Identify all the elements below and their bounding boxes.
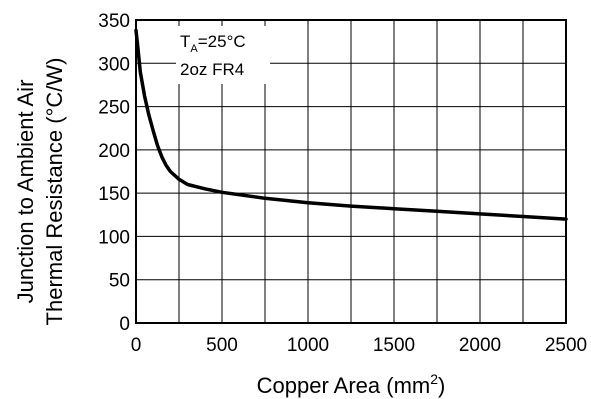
annotation-subscript-a: A xyxy=(190,43,198,55)
y-axis-label-line1: Junction to Ambient Air xyxy=(13,80,38,304)
annotation-temperature-value: =25°C xyxy=(198,32,246,51)
y-axis-label-line2: Thermal Resistance (°C/W) xyxy=(42,58,67,326)
x-tick-label: 1500 xyxy=(373,335,415,356)
y-tick-labels: 0 50 100 150 200 250 300 350 xyxy=(98,11,130,335)
y-tick-label: 0 xyxy=(119,314,130,335)
x-tick-label: 0 xyxy=(131,335,142,356)
series-line xyxy=(134,28,568,221)
y-tick-label: 100 xyxy=(98,227,130,248)
x-axis-label: Copper Area (mm2) xyxy=(257,371,446,398)
y-tick-label: 200 xyxy=(98,141,130,162)
x-axis-label-superscript: 2 xyxy=(430,371,438,387)
x-axis-label-close: ) xyxy=(438,373,445,398)
annotation-temperature: TA=25°C xyxy=(180,32,246,55)
y-tick-label: 350 xyxy=(98,11,130,32)
y-tick-label: 50 xyxy=(109,271,130,292)
y-tick-label: 250 xyxy=(98,98,130,119)
annotation-t: T xyxy=(180,32,190,51)
annotation-board: 2oz FR4 xyxy=(180,60,244,79)
x-tick-label: 2500 xyxy=(545,335,587,356)
x-tick-label: 2000 xyxy=(459,335,501,356)
x-tick-label: 500 xyxy=(206,335,238,356)
y-tick-label: 150 xyxy=(98,184,130,205)
annotation-box: TA=25°C 2oz FR4 xyxy=(176,26,270,84)
x-tick-labels: 0 500 1000 1500 2000 2500 xyxy=(131,335,587,356)
x-tick-label: 1000 xyxy=(287,335,329,356)
x-axis-label-text: Copper Area (mm xyxy=(257,373,431,398)
y-tick-label: 300 xyxy=(98,54,130,75)
annotation-background xyxy=(176,26,270,84)
plot-frame xyxy=(135,19,567,324)
